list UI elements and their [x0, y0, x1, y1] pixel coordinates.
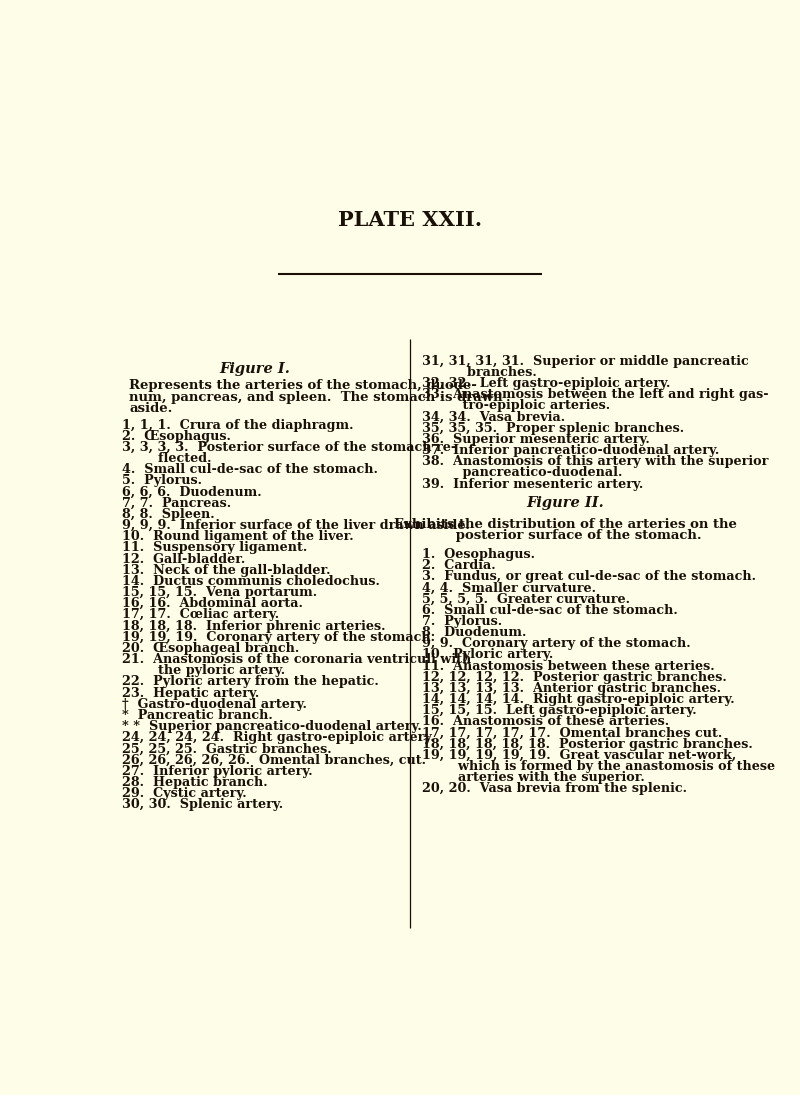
Text: 35, 35, 35.  Proper splenic branches.: 35, 35, 35. Proper splenic branches. — [422, 422, 684, 435]
Text: 28.  Hepatic branch.: 28. Hepatic branch. — [122, 776, 267, 788]
Text: 10.  Round ligament of the liver.: 10. Round ligament of the liver. — [122, 530, 354, 543]
Text: Figure II.: Figure II. — [526, 496, 604, 510]
Text: flected.: flected. — [122, 452, 211, 465]
Text: 33.  Anastomosis between the left and right gas-: 33. Anastomosis between the left and rig… — [422, 389, 768, 401]
Text: which is formed by the anastomosis of these: which is formed by the anastomosis of th… — [422, 760, 774, 773]
Text: 16, 16.  Abdominal aorta.: 16, 16. Abdominal aorta. — [122, 597, 302, 610]
Text: 23.  Hepatic artery.: 23. Hepatic artery. — [122, 687, 259, 700]
Text: num, pancreas, and spleen.  The stomach is drawn: num, pancreas, and spleen. The stomach i… — [130, 391, 503, 404]
Text: 1.  Oesophagus.: 1. Oesophagus. — [422, 548, 534, 561]
Text: 27.  Inferior pyloric artery.: 27. Inferior pyloric artery. — [122, 764, 312, 777]
Text: 29.  Cystic artery.: 29. Cystic artery. — [122, 787, 246, 800]
Text: 32, 32.  Left gastro-epiploic artery.: 32, 32. Left gastro-epiploic artery. — [422, 377, 670, 390]
Text: 13.  Neck of the gall-bladder.: 13. Neck of the gall-bladder. — [122, 564, 330, 577]
Text: the pyloric artery.: the pyloric artery. — [122, 665, 285, 677]
Text: 6.  Small cul-de-sac of the stomach.: 6. Small cul-de-sac of the stomach. — [422, 603, 678, 616]
Text: 2.  Cardia.: 2. Cardia. — [422, 560, 495, 572]
Text: branches.: branches. — [422, 366, 536, 379]
Text: 7, 7.  Pancreas.: 7, 7. Pancreas. — [122, 497, 231, 510]
Text: 17, 17.  Cœliac artery.: 17, 17. Cœliac artery. — [122, 609, 279, 622]
Text: 11.  Anastomosis between these arteries.: 11. Anastomosis between these arteries. — [422, 659, 714, 672]
Text: 20.  Œsophageal branch.: 20. Œsophageal branch. — [122, 642, 299, 655]
Text: 19, 19, 19, 19, 19.  Great vascular net-work,: 19, 19, 19, 19, 19. Great vascular net-w… — [422, 749, 736, 762]
Text: 30, 30.  Splenic artery.: 30, 30. Splenic artery. — [122, 798, 283, 811]
Text: * *  Superior pancreatico-duodenal artery.: * * Superior pancreatico-duodenal artery… — [122, 721, 422, 733]
Text: 15, 15, 15.  Left gastro-epiploic artery.: 15, 15, 15. Left gastro-epiploic artery. — [422, 704, 696, 717]
Text: 5, 5, 5, 5.  Greater curvature.: 5, 5, 5, 5. Greater curvature. — [422, 592, 630, 606]
Text: 38.  Anastomosis of this artery with the superior: 38. Anastomosis of this artery with the … — [422, 456, 768, 469]
Text: Represents the arteries of the stomach, duode-: Represents the arteries of the stomach, … — [130, 379, 478, 392]
Text: 20, 20.  Vasa brevia from the splenic.: 20, 20. Vasa brevia from the splenic. — [422, 782, 686, 795]
Text: 37.  Inferior pancreatico-duodenal artery.: 37. Inferior pancreatico-duodenal artery… — [422, 443, 719, 457]
Text: 11.  Suspensory ligament.: 11. Suspensory ligament. — [122, 541, 307, 554]
Text: 1, 1, 1.  Crura of the diaphragm.: 1, 1, 1. Crura of the diaphragm. — [122, 418, 354, 431]
Text: 7.  Pylorus.: 7. Pylorus. — [422, 615, 502, 627]
Text: 8, 8.  Spleen.: 8, 8. Spleen. — [122, 508, 214, 521]
Text: 34, 34.  Vasa brevia.: 34, 34. Vasa brevia. — [422, 411, 565, 424]
Text: 18, 18, 18, 18, 18.  Posterior gastric branches.: 18, 18, 18, 18, 18. Posterior gastric br… — [422, 738, 752, 751]
Text: 9, 9.  Coronary artery of the stomach.: 9, 9. Coronary artery of the stomach. — [422, 637, 690, 650]
Text: 21.  Anastomosis of the coronaria ventriculi with: 21. Anastomosis of the coronaria ventric… — [122, 653, 471, 666]
Text: 39.  Inferior mesenteric artery.: 39. Inferior mesenteric artery. — [422, 477, 643, 491]
Text: posterior surface of the stomach.: posterior surface of the stomach. — [428, 529, 702, 542]
Text: 12.  Gall-bladder.: 12. Gall-bladder. — [122, 553, 245, 566]
Text: 15, 15, 15.  Vena portarum.: 15, 15, 15. Vena portarum. — [122, 586, 317, 599]
Text: 4, 4.  Smaller curvature.: 4, 4. Smaller curvature. — [422, 581, 596, 595]
Text: 18, 18, 18.  Inferior phrenic arteries.: 18, 18, 18. Inferior phrenic arteries. — [122, 620, 386, 633]
Text: 25, 25, 25.  Gastric branches.: 25, 25, 25. Gastric branches. — [122, 742, 331, 756]
Text: 16.  Anastomosis of these arteries.: 16. Anastomosis of these arteries. — [422, 715, 669, 728]
Text: 5.  Pylorus.: 5. Pylorus. — [122, 474, 202, 487]
Text: Figure I.: Figure I. — [219, 362, 290, 377]
Text: 9, 9, 9.  Inferior surface of the liver drawn aside.: 9, 9, 9. Inferior surface of the liver d… — [122, 519, 470, 532]
Text: aside.: aside. — [130, 403, 173, 415]
Text: 22.  Pyloric artery from the hepatic.: 22. Pyloric artery from the hepatic. — [122, 676, 378, 689]
Text: 4.  Small cul-de-sac of the stomach.: 4. Small cul-de-sac of the stomach. — [122, 463, 378, 476]
Text: †  Gastro-duodenal artery.: † Gastro-duodenal artery. — [122, 698, 306, 711]
Text: 3.  Fundus, or great cul-de-sac of the stomach.: 3. Fundus, or great cul-de-sac of the st… — [422, 570, 756, 584]
Text: pancreatico-duodenal.: pancreatico-duodenal. — [422, 466, 622, 480]
Text: PLATE XXII.: PLATE XXII. — [338, 210, 482, 230]
Text: 2.  Œsophagus.: 2. Œsophagus. — [122, 429, 230, 442]
Text: Exhibits the distribution of the arteries on the: Exhibits the distribution of the arterie… — [394, 518, 737, 531]
Text: 6, 6, 6.  Duodenum.: 6, 6, 6. Duodenum. — [122, 485, 262, 498]
Text: arteries with the superior.: arteries with the superior. — [422, 771, 644, 784]
Text: 3, 3, 3, 3.  Posterior surface of the stomach re-: 3, 3, 3, 3. Posterior surface of the sto… — [122, 441, 456, 454]
Text: 17, 17, 17, 17, 17.  Omental branches cut.: 17, 17, 17, 17, 17. Omental branches cut… — [422, 726, 722, 739]
Text: 14.  Ductus communis choledochus.: 14. Ductus communis choledochus. — [122, 575, 379, 588]
Text: tro-epiploic arteries.: tro-epiploic arteries. — [422, 400, 610, 413]
Text: 10.  Pyloric artery.: 10. Pyloric artery. — [422, 648, 553, 661]
Text: 31, 31, 31, 31.  Superior or middle pancreatic: 31, 31, 31, 31. Superior or middle pancr… — [422, 355, 748, 368]
Text: 12, 12, 12, 12.  Posterior gastric branches.: 12, 12, 12, 12. Posterior gastric branch… — [422, 670, 726, 683]
Text: *  Pancreatic branch.: * Pancreatic branch. — [122, 708, 273, 722]
Text: 13, 13, 13, 13.  Anterior gastric branches.: 13, 13, 13, 13. Anterior gastric branche… — [422, 682, 721, 695]
Text: 8.  Duodenum.: 8. Duodenum. — [422, 626, 526, 639]
Text: 26, 26, 26, 26, 26.  Omental branches, cut.: 26, 26, 26, 26, 26. Omental branches, cu… — [122, 753, 426, 766]
Text: 14, 14, 14, 14.  Right gastro-epiploic artery.: 14, 14, 14, 14. Right gastro-epiploic ar… — [422, 693, 734, 706]
Text: 36.  Superior mesenteric artery.: 36. Superior mesenteric artery. — [422, 433, 650, 446]
Text: 19, 19, 19.  Coronary artery of the stomach.: 19, 19, 19. Coronary artery of the stoma… — [122, 631, 434, 644]
Text: 24, 24, 24, 24.  Right gastro-epiploic artery.: 24, 24, 24, 24. Right gastro-epiploic ar… — [122, 731, 434, 745]
